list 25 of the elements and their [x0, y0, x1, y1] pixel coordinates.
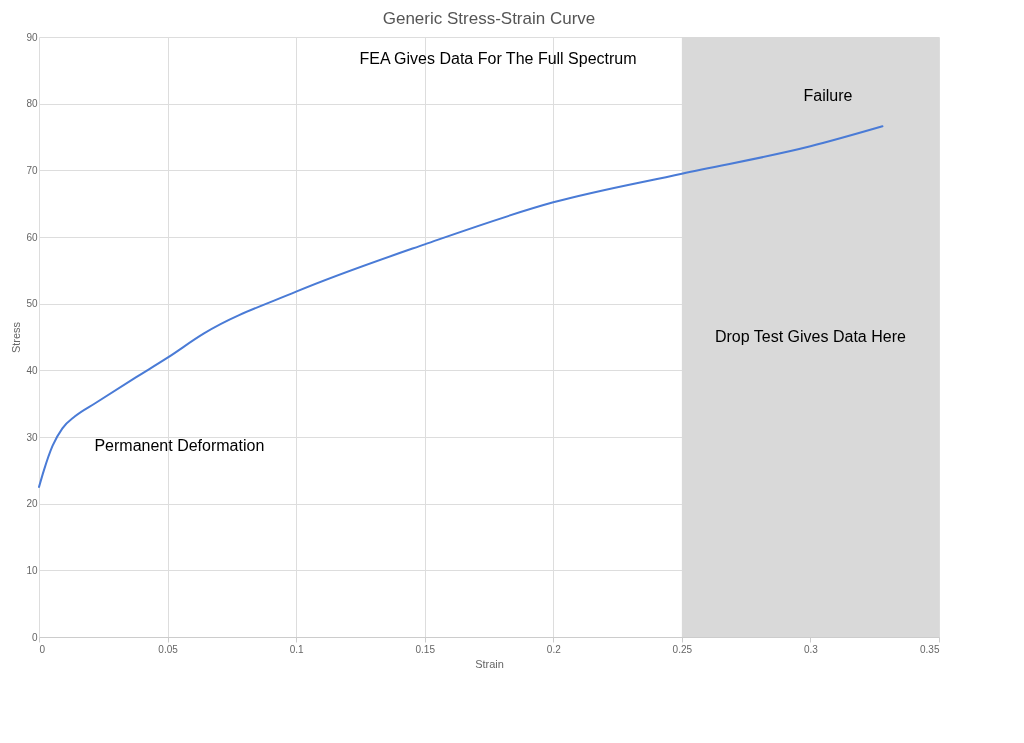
- x-tick-label: 0.05: [158, 643, 179, 655]
- x-axis-title: Strain: [475, 657, 504, 670]
- annotation: FEA Gives Data For The Full Spectrum: [359, 50, 637, 67]
- x-tick-label: 0.25: [672, 643, 693, 655]
- x-tick-label: 0.3: [803, 643, 819, 655]
- y-tick-label: 10: [26, 564, 38, 576]
- y-tick-label: 60: [26, 231, 38, 243]
- x-tick-label: 0.2: [546, 643, 562, 655]
- chart-title: Generic Stress-Strain Curve: [382, 9, 596, 28]
- y-tick-label: 30: [26, 431, 38, 443]
- y-axis-title: Stress: [10, 321, 23, 354]
- y-tick-label: 20: [26, 498, 38, 510]
- x-tick-label: 0: [39, 643, 46, 655]
- x-tick-label: 0.35: [920, 643, 940, 655]
- y-tick-label: 0: [31, 631, 38, 643]
- annotation: Permanent Deformation: [94, 436, 265, 454]
- y-tick-label: 40: [26, 364, 38, 376]
- y-tick-label: 80: [26, 98, 38, 110]
- x-tick-label: 0.1: [289, 643, 305, 655]
- y-tick-label: 90: [26, 31, 38, 43]
- y-tick-label: 50: [26, 298, 38, 310]
- y-tick-label: 70: [26, 164, 38, 176]
- x-tick-label: 0.15: [415, 643, 436, 655]
- annotation: Failure: [803, 87, 853, 105]
- band-label: Drop Test Gives Data Here: [714, 328, 906, 345]
